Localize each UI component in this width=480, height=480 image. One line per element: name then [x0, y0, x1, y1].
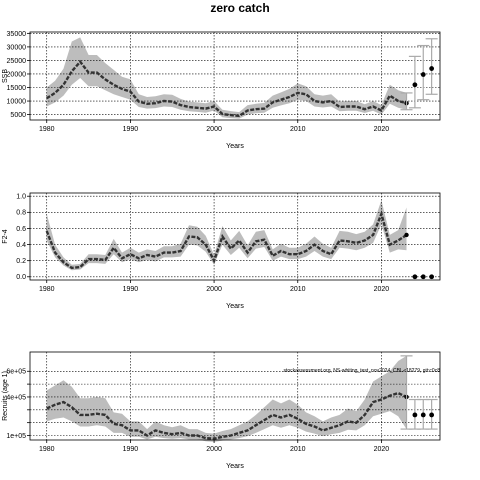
x-tick-label: 2010	[290, 126, 306, 133]
x-tick-label: 2020	[374, 126, 390, 133]
source-annotation: stockassessment.org, NS-whiting_test_nov…	[284, 368, 441, 374]
x-axis-label: Years	[226, 303, 244, 310]
figure-title: zero catch	[210, 1, 269, 15]
y-tick-label: 25000	[7, 58, 27, 65]
y-axis-label: F2-4	[2, 229, 9, 244]
projection-point	[420, 412, 426, 418]
projection-point	[429, 274, 435, 280]
x-axis-label: Years	[226, 143, 244, 150]
last-estimate-point	[404, 232, 409, 238]
projection-point	[412, 274, 418, 280]
x-tick-label: 1990	[123, 446, 139, 453]
y-tick-label: 1e+05	[6, 433, 26, 440]
ssb-panel: 1980 1990 2000 2010 2020 5000 10000 15000 20000 2…	[2, 31, 441, 150]
y-axis-label: SSB	[2, 69, 9, 83]
estimate-line	[45, 210, 408, 270]
projection-point	[429, 412, 435, 418]
y-tick-label: 35000	[7, 31, 27, 38]
confidence-band	[46, 355, 407, 442]
projection-point	[420, 274, 426, 280]
plot-frame	[29, 351, 441, 441]
y-tick-label: 6e+05	[6, 369, 26, 376]
estimate-line	[46, 59, 407, 118]
x-tick-label: 2000	[206, 126, 222, 133]
confidence-band	[46, 200, 407, 271]
estimate-line	[46, 391, 408, 440]
confidence-band	[46, 37, 407, 119]
x-tick-label: 2020	[374, 446, 390, 453]
projection-point	[420, 72, 426, 77]
x-tick-label: 1990	[123, 286, 139, 293]
x-tick-label: 2010	[290, 286, 306, 293]
plot-frame	[29, 31, 441, 121]
x-tick-label: 1980	[39, 286, 55, 293]
y-tick-label: 5000	[10, 112, 26, 119]
projection-point	[412, 412, 418, 418]
x-tick-label: 2000	[206, 446, 222, 453]
y-tick-label: 20000	[7, 71, 27, 78]
recruits-panel: 1980 1990 2000 2010 2020 1e+05 4e+05 6e+05 Years…	[2, 351, 441, 470]
x-tick-label: 1980	[39, 126, 55, 133]
fbar-panel: 1980 1990 2000 2010 2020 0.0 0.2 0.4 0.6 0.8 1.0 Ye…	[2, 192, 441, 310]
x-tick-label: 2010	[290, 446, 306, 453]
y-tick-label: 0.8	[16, 210, 26, 217]
y-tick-label: 0.6	[16, 226, 26, 233]
y-tick-label: 0.2	[16, 258, 26, 265]
plot-frame	[29, 192, 441, 281]
projection-point	[412, 82, 418, 88]
y-tick-label: 4e+05	[6, 394, 26, 401]
y-tick-label: 0.0	[16, 274, 26, 281]
x-tick-label: 2020	[374, 286, 390, 293]
projection-point	[429, 66, 435, 71]
y-tick-label: 0.4	[16, 242, 26, 249]
x-axis-label: Years	[226, 463, 244, 470]
x-tick-label: 1990	[123, 126, 139, 133]
y-axis-label: Recruits (age 1)	[2, 371, 9, 421]
x-tick-label: 2000	[206, 286, 222, 293]
y-tick-label: 30000	[7, 44, 27, 51]
y-tick-label: 15000	[7, 85, 27, 92]
x-tick-label: 1980	[39, 446, 55, 453]
y-tick-label: 10000	[7, 98, 27, 105]
y-tick-label: 1.0	[16, 194, 26, 201]
